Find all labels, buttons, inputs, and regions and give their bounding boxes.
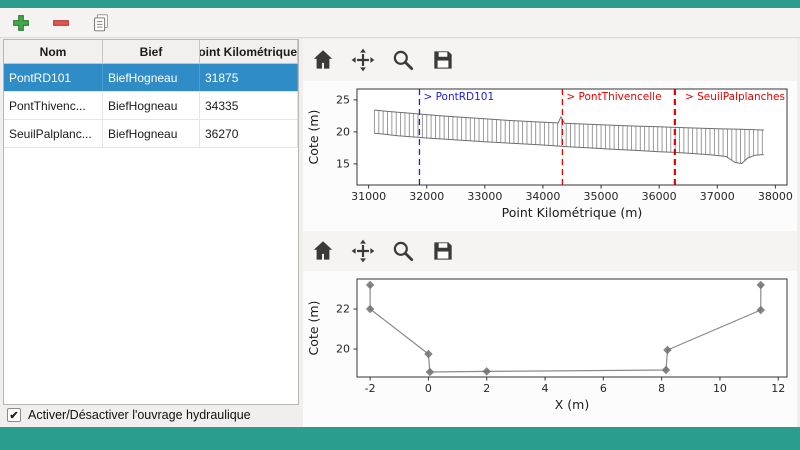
cell-nom[interactable]: SeuilPalplanc... (4, 120, 103, 147)
plot1-home-button[interactable] (307, 44, 339, 76)
svg-text:22: 22 (336, 303, 350, 316)
svg-text:37000: 37000 (700, 190, 735, 203)
svg-text:12: 12 (771, 382, 785, 395)
svg-text:Cote (m): Cote (m) (306, 110, 321, 165)
svg-text:Point Kilométrique (m): Point Kilométrique (m) (502, 205, 643, 220)
svg-text:36000: 36000 (642, 190, 677, 203)
main-toolbar (0, 8, 800, 38)
cell-pk[interactable]: 31875 (200, 64, 298, 91)
svg-text:20: 20 (336, 343, 350, 356)
remove-structure-button[interactable] (48, 10, 74, 36)
svg-text:8: 8 (658, 382, 665, 395)
table-row[interactable]: PontRD101 BiefHogneau 31875 (4, 64, 298, 92)
column-header-bief[interactable]: Bief (103, 40, 200, 63)
cell-bief[interactable]: BiefHogneau (103, 120, 200, 147)
longitudinal-profile-chart[interactable]: > PontRD101 > PontThivencelle > SeuilPalpl… (303, 81, 795, 231)
svg-text:> PontRD101: > PontRD101 (423, 91, 494, 103)
plot1-zoom-button[interactable] (387, 44, 419, 76)
svg-text:4: 4 (542, 382, 549, 395)
svg-text:> PontThivencelle: > PontThivencelle (566, 91, 661, 103)
pan-icon (351, 239, 375, 263)
svg-text:X (m): X (m) (555, 397, 589, 412)
svg-text:20: 20 (336, 125, 350, 138)
plot2-pan-button[interactable] (347, 235, 379, 267)
column-header-nom[interactable]: Nom (4, 40, 103, 63)
column-header-pk[interactable]: Point Kilométrique (200, 40, 298, 63)
zoom-icon (393, 50, 414, 71)
svg-text:0: 0 (425, 382, 432, 395)
svg-text:25: 25 (336, 93, 350, 106)
activate-checkbox-label[interactable]: Activer/Désactiver l'ouvrage hydraulique (28, 408, 251, 422)
cell-pk[interactable]: 34335 (200, 92, 298, 119)
table-row[interactable]: SeuilPalplanc... BiefHogneau 36270 (4, 120, 298, 148)
table-header: Nom Bief Point Kilométrique (4, 40, 298, 64)
plot2-save-button[interactable] (427, 235, 459, 267)
app-content: Nom Bief Point Kilométrique PontRD101 Bie… (0, 8, 800, 427)
svg-text:32000: 32000 (409, 190, 444, 203)
copy-icon (94, 13, 108, 31)
plots-panel: > PontRD101 > PontThivencelle > SeuilPalpl… (303, 39, 797, 427)
activate-checkbox[interactable]: ✔ (7, 408, 21, 422)
home-icon (313, 241, 333, 260)
remove-icon (53, 19, 69, 26)
home-icon (313, 50, 333, 69)
plot1-save-button[interactable] (427, 44, 459, 76)
svg-text:38000: 38000 (758, 190, 793, 203)
pan-icon (351, 48, 375, 72)
structures-panel: Nom Bief Point Kilométrique PontRD101 Bie… (3, 39, 299, 405)
svg-text:15: 15 (336, 157, 350, 170)
svg-text:35000: 35000 (584, 190, 619, 203)
svg-text:> SeuilPalplanches: > SeuilPalplanches (685, 91, 785, 103)
cell-pk[interactable]: 36270 (200, 120, 298, 147)
save-icon (434, 51, 452, 69)
svg-text:Cote (m): Cote (m) (306, 301, 321, 356)
svg-text:10: 10 (713, 382, 727, 395)
copy-structure-button[interactable] (88, 10, 114, 36)
profile-plot-toolbar (303, 39, 797, 81)
svg-text:6: 6 (600, 382, 607, 395)
table-body: PontRD101 BiefHogneau 31875 PontThivenc... B… (4, 64, 298, 148)
plot2-zoom-button[interactable] (387, 235, 419, 267)
svg-text:-2: -2 (365, 382, 376, 395)
save-icon (434, 242, 452, 260)
add-structure-button[interactable] (8, 10, 34, 36)
zoom-icon (393, 241, 414, 262)
svg-text:31000: 31000 (351, 190, 386, 203)
svg-text:2: 2 (483, 382, 490, 395)
svg-text:34000: 34000 (525, 190, 560, 203)
add-icon (13, 14, 29, 31)
plot2-home-button[interactable] (307, 235, 339, 267)
svg-text:33000: 33000 (467, 190, 502, 203)
cell-nom[interactable]: PontThivenc... (4, 92, 103, 119)
table-row[interactable]: PontThivenc... BiefHogneau 34335 (4, 92, 298, 120)
cross-section-chart[interactable]: -2 0 2 4 6 8 10 12 20 22 X (m) Cote (m) (303, 271, 795, 423)
check-mark-icon: ✔ (9, 409, 19, 422)
cell-bief[interactable]: BiefHogneau (103, 92, 200, 119)
cell-bief[interactable]: BiefHogneau (103, 64, 200, 91)
plot1-pan-button[interactable] (347, 44, 379, 76)
cell-nom[interactable]: PontRD101 (4, 64, 103, 91)
activate-structure-row: ✔ Activer/Désactiver l'ouvrage hydrauliq… (7, 408, 251, 422)
cross-section-plot-toolbar (303, 231, 797, 271)
